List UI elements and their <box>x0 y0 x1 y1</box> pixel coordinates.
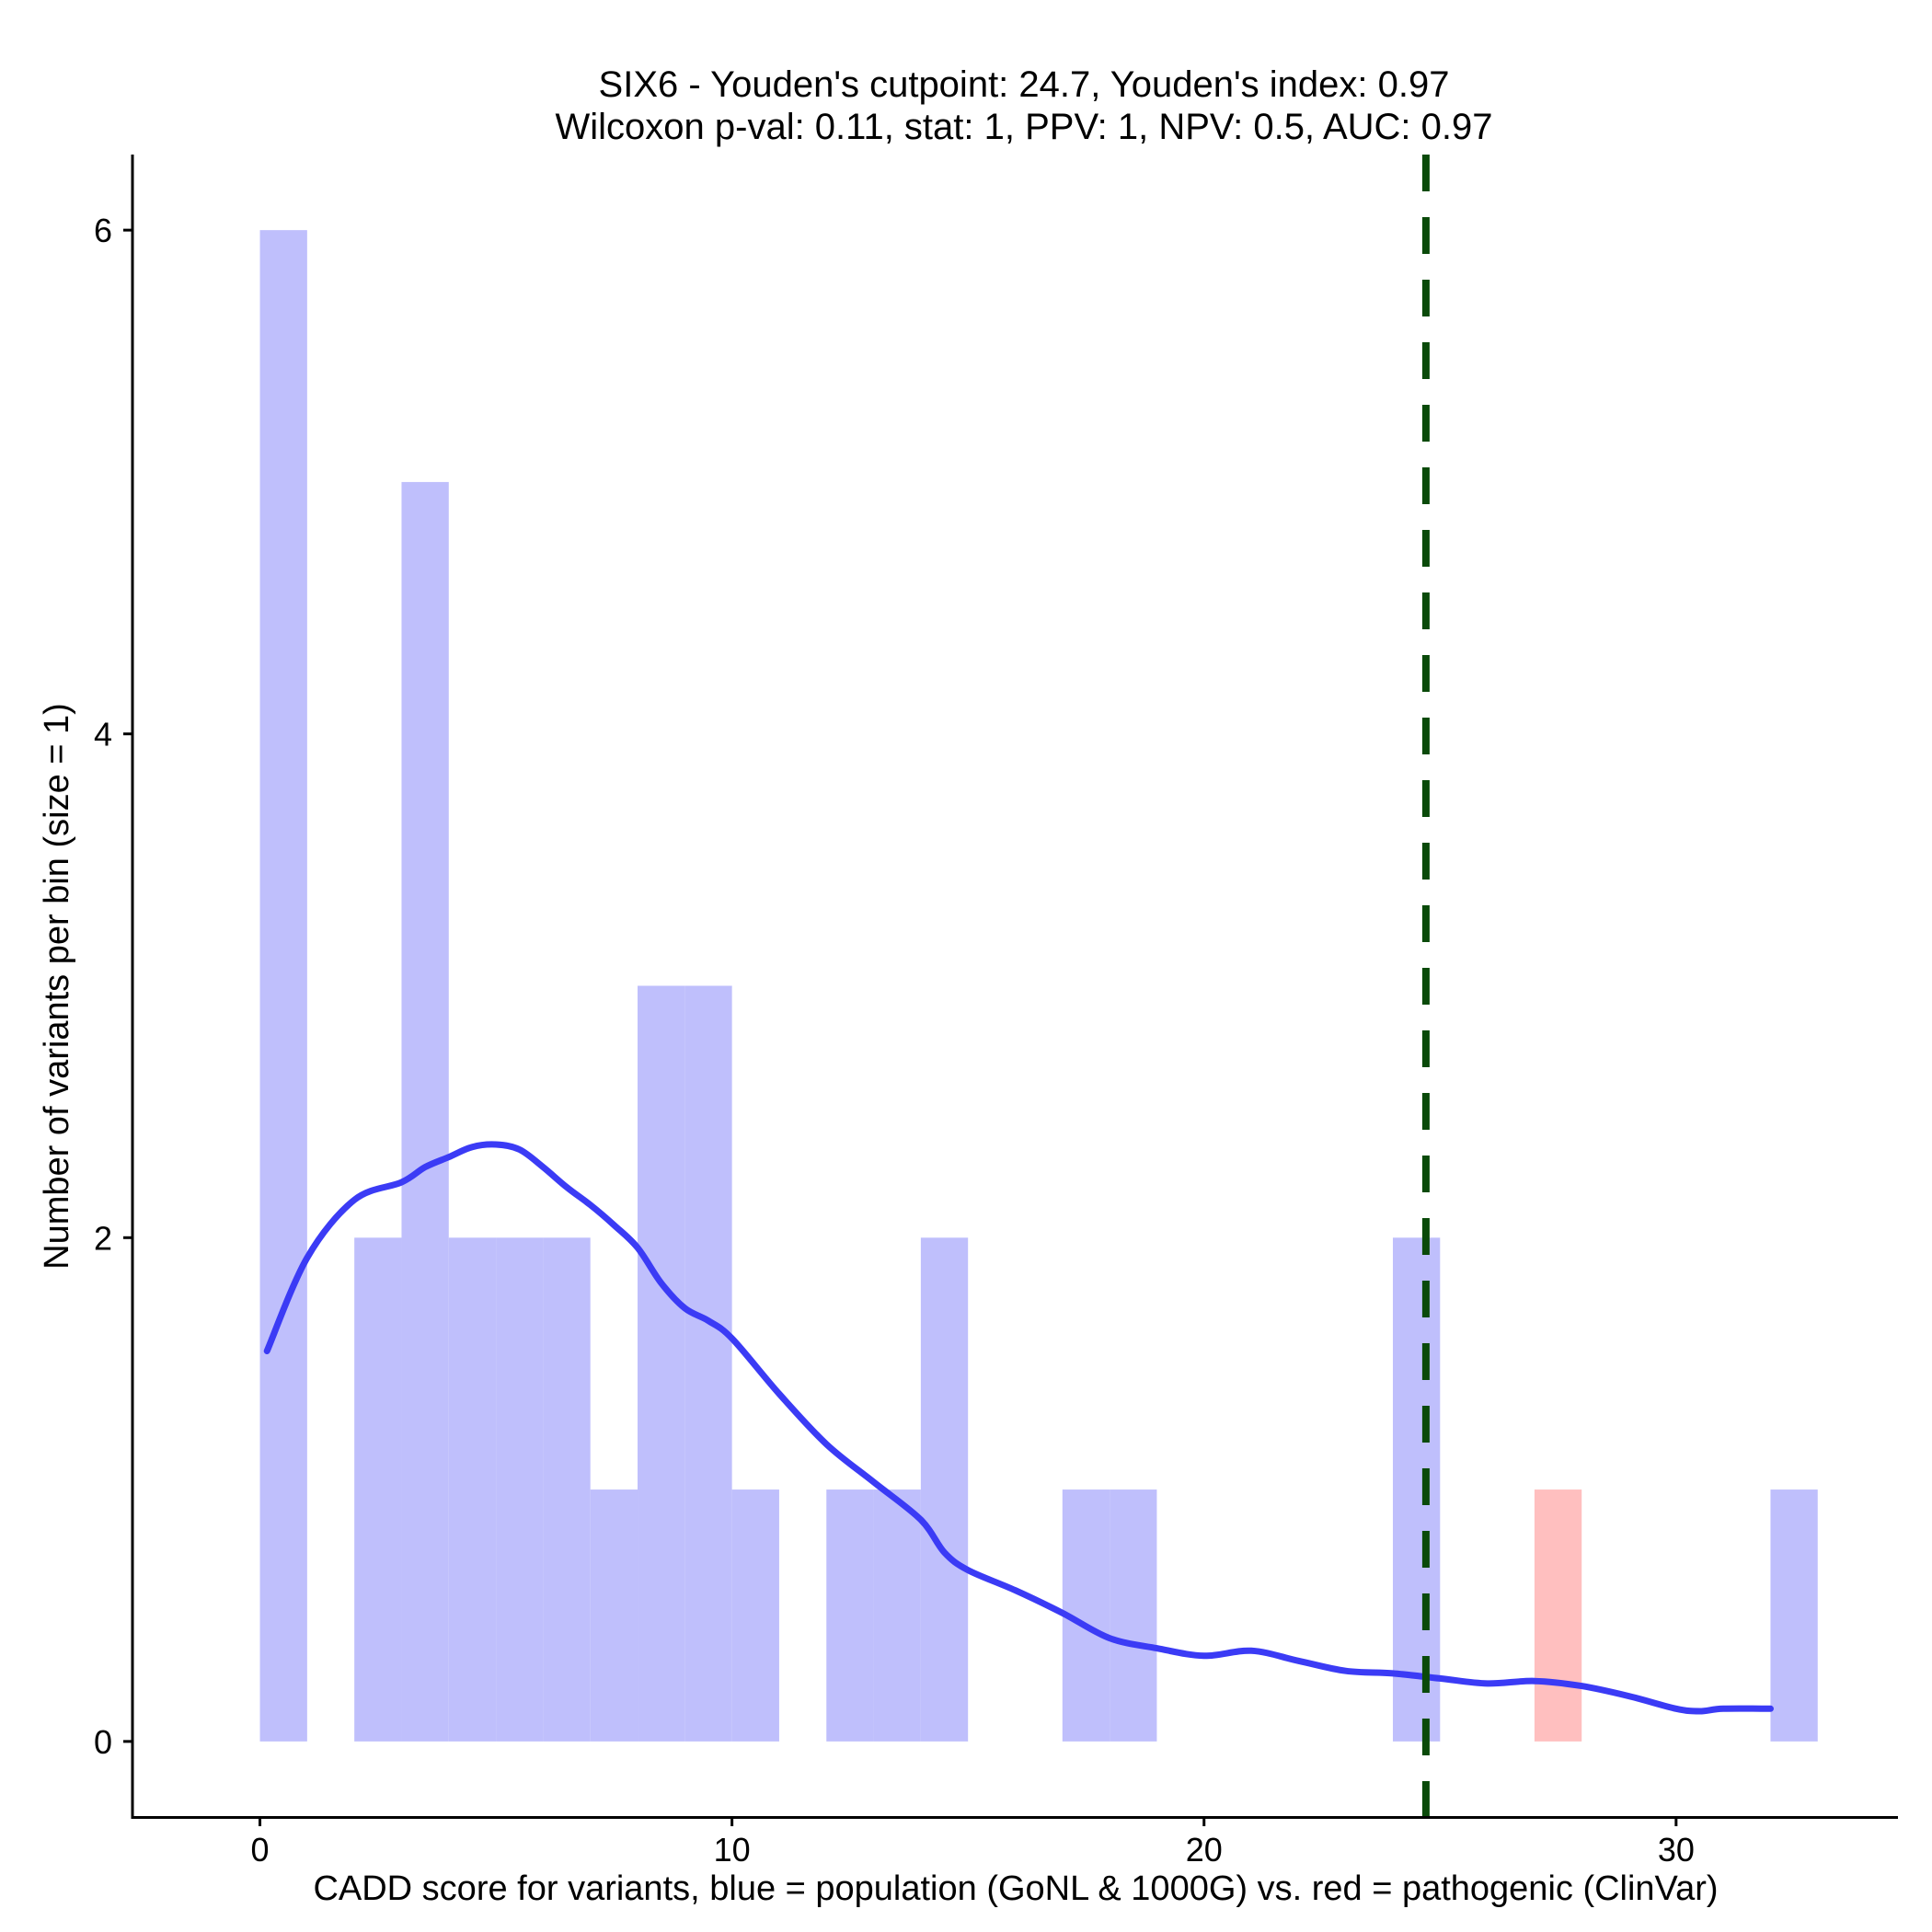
bar-pathogenic-27 <box>1534 1489 1582 1742</box>
bar-population-6 <box>543 1237 591 1742</box>
bar-population-13 <box>873 1489 921 1742</box>
bar-population-14 <box>920 1237 969 1742</box>
y-axis-ticks: 0 2 4 6 <box>94 212 132 1761</box>
x-tick-label: 10 <box>714 1831 751 1869</box>
bar-population-9 <box>684 985 732 1742</box>
y-tick-label: 4 <box>94 716 112 753</box>
x-tick-label: 0 <box>251 1831 270 1869</box>
bar-population-0 <box>259 230 307 1742</box>
density-curve <box>263 1141 1774 1715</box>
bar-population-32 <box>1770 1489 1818 1742</box>
x-axis-ticks: 0 10 20 30 <box>251 1817 1695 1869</box>
y-tick-label: 0 <box>94 1723 112 1761</box>
y-tick-label: 6 <box>94 212 112 249</box>
bar-population-8 <box>638 985 685 1742</box>
bar-population-7 <box>590 1489 638 1742</box>
bar-population-5 <box>496 1237 544 1742</box>
y-tick-label: 2 <box>94 1219 112 1257</box>
bar-population-2 <box>354 1237 402 1742</box>
bar-population-3 <box>401 481 449 1742</box>
bar-population-18 <box>1110 1489 1157 1742</box>
bar-population-24 <box>1392 1237 1441 1742</box>
bar-population-4 <box>448 1237 497 1742</box>
y-axis-label: Number of variants per bin (size = 1) <box>38 703 76 1270</box>
x-tick-label: 30 <box>1658 1831 1695 1869</box>
bar-population-12 <box>826 1489 874 1742</box>
chart-title: SIX6 - Youden's cutpoint: 24.7, Youden's… <box>599 64 1450 105</box>
x-axis-label: CADD score for variants, blue = populati… <box>313 1869 1718 1908</box>
x-tick-label: 20 <box>1186 1831 1223 1869</box>
chart-subtitle: Wilcoxon p-val: 0.11, stat: 1, PPV: 1, N… <box>556 107 1493 147</box>
bar-population-10 <box>731 1489 779 1742</box>
histogram-bars <box>259 230 1818 1742</box>
plot-area <box>259 155 1818 1817</box>
